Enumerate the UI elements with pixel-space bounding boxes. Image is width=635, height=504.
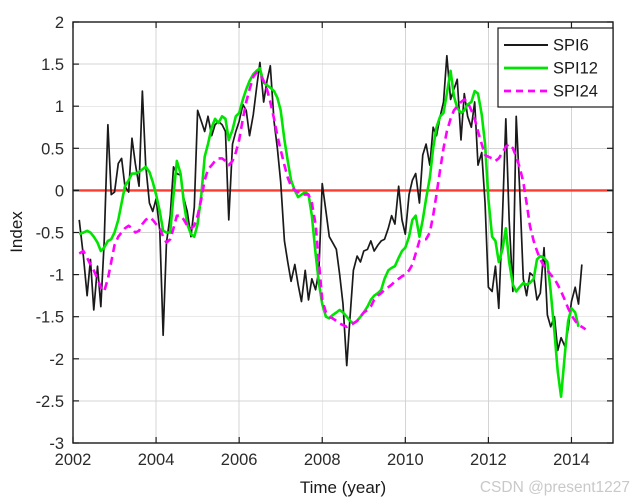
series-line-spi12: [78, 67, 580, 398]
watermark-text: CSDN @present1227: [480, 479, 630, 496]
y-tick-label: -1.5: [36, 309, 64, 327]
legend-label-spi24: SPI24: [553, 82, 598, 100]
chart-legend: SPI6 SPI12 SPI24: [497, 27, 614, 108]
legend-label-spi6: SPI6: [553, 36, 589, 54]
x-tick-label: 2006: [221, 451, 258, 469]
y-tick-label: 2: [55, 14, 64, 32]
series-line-spi24: [78, 71, 587, 331]
y-tick-label: -3: [49, 435, 64, 453]
legend-label-spi12: SPI12: [553, 59, 598, 77]
y-tick-label: 1.5: [41, 56, 64, 74]
y-axis-tick-labels: -3 -2.5 -2 -1.5 -1 -0.5 0 0.5 1 1.5 2: [36, 14, 64, 453]
x-axis-title: Time (year): [300, 478, 386, 497]
x-axis-tick-labels: 2002 2004 2006 2008 2010 2012 2014: [55, 451, 590, 469]
x-tick-label: 2010: [387, 451, 424, 469]
x-tick-label: 2014: [553, 451, 590, 469]
series-line-spi6: [78, 54, 583, 367]
data-series-layer: [78, 54, 587, 398]
x-tick-label: 2002: [55, 451, 92, 469]
y-tick-label: 0.5: [41, 140, 64, 158]
x-tick-label: 2012: [470, 451, 507, 469]
y-axis-title: Index: [7, 211, 26, 253]
y-tick-label: -2: [49, 351, 64, 369]
x-tick-label: 2008: [304, 451, 341, 469]
y-tick-label: 0: [55, 182, 64, 200]
x-tick-label: 2004: [138, 451, 175, 469]
y-tick-label: -1: [49, 267, 64, 285]
y-tick-label: -0.5: [36, 225, 64, 243]
y-tick-label: 1: [55, 98, 64, 116]
y-tick-label: -2.5: [36, 393, 64, 411]
